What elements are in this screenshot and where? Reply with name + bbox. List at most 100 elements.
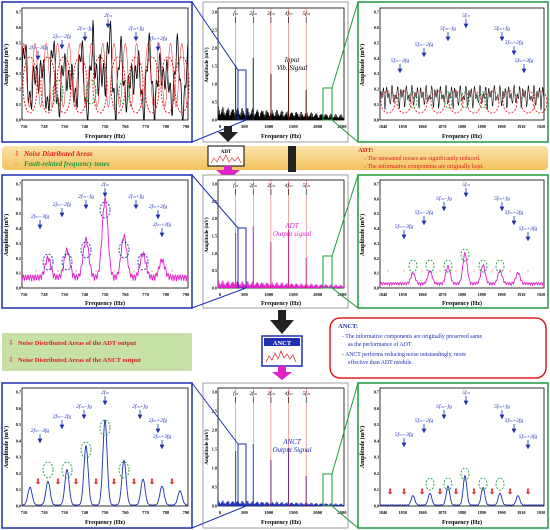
noise-area-ellipse — [40, 56, 56, 114]
fault-tone-ellipse — [460, 467, 470, 481]
frequency-annotation: 2fₘ+fg — [128, 193, 144, 200]
y-tick-label: 0.5 — [374, 211, 379, 216]
noise-arrow-icon: ↓ — [35, 269, 38, 274]
harmonic-label: 2fₘ — [249, 390, 257, 397]
noise-arrow-icon: ↓ — [403, 269, 406, 274]
anct-summary-box: ANCT: - The informative components are o… — [329, 317, 547, 379]
x-tick-label: 2500 — [338, 292, 348, 297]
x-tick-label: 1840 — [379, 124, 387, 129]
down-arrow-adt — [216, 166, 240, 180]
noise-arrow-icon: ↓ — [151, 269, 154, 274]
xlabel: Frequency (Hz) — [261, 133, 301, 140]
x-tick-label: 1900 — [497, 292, 505, 297]
y-tick-label: 0.4 — [374, 438, 380, 443]
x-tick-label: 2500 — [338, 510, 348, 515]
y-tick-label: 0.5 — [16, 211, 21, 216]
x-tick-label: 1880 — [458, 124, 466, 129]
frequency-annotation: 5fₘ−fg — [440, 25, 456, 32]
y-tick-label: 0.1 — [374, 487, 379, 492]
fault-tone-ellipse — [443, 477, 453, 491]
y-tick-label: 0.0 — [212, 286, 217, 291]
frequency-annotation: 2fₘ+3fg — [153, 433, 172, 440]
y-tick-label: 0.1 — [16, 271, 21, 276]
x-tick-label: 780 — [162, 292, 170, 297]
x-tick-label: 0 — [219, 292, 222, 297]
x-tick-label: 790 — [183, 292, 191, 297]
y-tick-label: 0.1 — [374, 102, 379, 107]
frequency-annotation: 2fₘ−3fg — [31, 213, 50, 220]
frequency-annotation: 5fₘ−2fg — [415, 417, 434, 424]
noise-hollow-arrow-icon: ⇩ — [437, 488, 443, 496]
ylabel: Amplitude (mV) — [359, 426, 366, 468]
noise-arrow-icon: ↓ — [473, 269, 476, 274]
connector-bar — [288, 146, 296, 172]
frequency-annotation: 2fₘ−fg — [76, 403, 92, 410]
noise-arrow-icon: ↓ — [527, 269, 530, 274]
fault-tone-ellipse — [460, 91, 470, 109]
y-tick-label: 0.5 — [212, 268, 217, 273]
ylabel: Amplitude (mV) — [3, 214, 10, 256]
fault-tone-ellipse — [478, 91, 488, 109]
x-tick-label: 0 — [219, 124, 222, 129]
noise-arrow-icon: ↓ — [75, 269, 78, 274]
frequency-annotation: 5fₘ+fg — [494, 25, 510, 32]
y-tick-label: 0.5 — [16, 422, 21, 427]
harmonic-label: fₘ — [233, 182, 239, 189]
fault-tone-ellipse — [443, 259, 453, 273]
y-tick-label: 0.7 — [16, 182, 21, 187]
x-tick-label: 1920 — [537, 510, 545, 515]
fault-tone-ellipse — [478, 477, 488, 491]
x-tick-label: 1920 — [537, 292, 545, 297]
y-tick-label: 0.2 — [374, 471, 379, 476]
frequency-annotation: 5fₘ — [462, 12, 470, 19]
fault-tone-ellipse — [443, 91, 453, 109]
noise-hollow-arrow-icon: ⇩ — [525, 488, 531, 496]
x-tick-label: 710 — [21, 124, 29, 129]
frequency-annotation: 2fₘ−2fg — [53, 33, 72, 40]
frequency-annotation: 2fₘ−2fg — [53, 201, 72, 208]
y-tick-label: 2.0 — [212, 46, 217, 51]
x-tick-label: 740 — [81, 124, 89, 129]
y-tick-label: 0.7 — [16, 390, 21, 395]
noise-arrow-icon: ↓ — [439, 269, 442, 274]
xlabel: Frequency (Hz) — [442, 133, 482, 140]
y-tick-label: 1.5 — [212, 447, 217, 452]
frequency-annotation: 5fₘ−3fg — [395, 223, 414, 230]
noise-arrow-icon: ↓ — [95, 269, 98, 274]
noise-hollow-arrow-icon: ⇩ — [73, 478, 79, 486]
x-tick-label: 760 — [122, 292, 130, 297]
ylabel: Amplitude (mV) — [205, 47, 210, 82]
chart-title-line1: ANCT — [282, 438, 302, 446]
y-tick-label: 1.5 — [212, 234, 217, 239]
noise-arrow-icon: ↓ — [171, 269, 174, 274]
x-tick-label: 730 — [61, 510, 69, 515]
frequency-annotation: 2fₘ−3fg — [29, 44, 48, 51]
y-tick-label: 3.0 — [212, 182, 217, 187]
noise-area-ellipse — [532, 90, 548, 114]
row3-left-panel: ⇩ ⇩ ⇩ ⇩ ⇩ ⇩ ⇩ ⇩ Amplitude (mV) Frequency (Hz) 7… — [1, 382, 193, 529]
y-tick-label: 0.0 — [16, 118, 21, 123]
y-tick-label: 0.3 — [374, 71, 379, 76]
noise-hollow-arrow-icon: ⇩ — [149, 478, 155, 486]
adt-summary-line2: - The informative components are origina… — [364, 163, 484, 170]
adt-summary-title: ADT: — [358, 147, 373, 154]
chart-title-line2: Output signal — [273, 230, 311, 238]
frequency-annotation: 5fₘ+2fg — [505, 39, 524, 46]
y-tick-label: 0.5 — [212, 485, 217, 490]
harmonic-label: 3fₘ — [266, 390, 275, 397]
fault-tone-ellipse — [408, 259, 418, 273]
y-tick-label: 0.0 — [374, 504, 379, 509]
y-tick-label: 0.6 — [374, 25, 379, 30]
harmonic-label: 5fₘ — [302, 390, 310, 397]
harmonic-label: 3fₘ — [266, 182, 275, 189]
y-tick-label: 0.6 — [16, 406, 21, 411]
y-tick-label: 0.4 — [16, 56, 22, 61]
xlabel: Frequency (Hz) — [85, 300, 125, 307]
y-tick-label: 0.7 — [374, 182, 379, 187]
legend-adt-noise: Noise Distributed Areas of the ADT outpu… — [18, 340, 137, 347]
y-tick-label: 2.5 — [212, 409, 217, 414]
y-tick-label: 3.0 — [212, 390, 217, 395]
adt-module-block: ADT — [207, 145, 245, 167]
frequency-annotation: 5fₘ−2fg — [415, 41, 434, 48]
frequency-annotation: 2fₘ+3fg — [153, 221, 172, 228]
